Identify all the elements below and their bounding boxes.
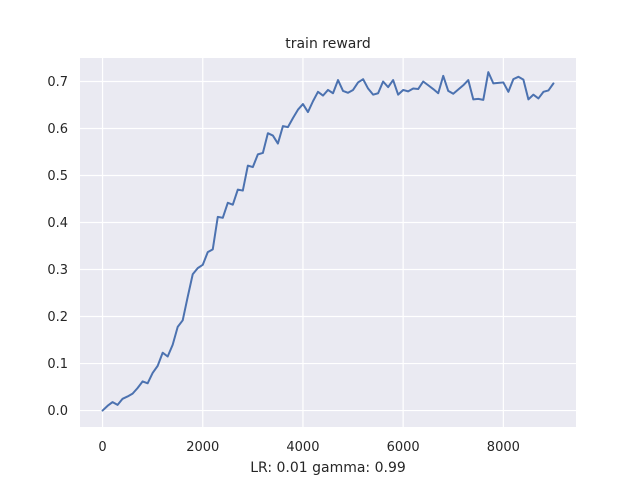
x-tick-label: 4000 bbox=[286, 440, 319, 455]
chart-title: train reward bbox=[285, 36, 371, 52]
y-tick-label: 0.1 bbox=[47, 357, 68, 372]
plot-area bbox=[80, 58, 576, 427]
y-tick-label: 0.7 bbox=[47, 75, 68, 90]
x-axis-label: LR: 0.01 gamma: 0.99 bbox=[250, 460, 406, 476]
series-layer bbox=[101, 71, 555, 412]
y-tick-label: 0.4 bbox=[47, 216, 68, 231]
x-tick-label: 0 bbox=[98, 440, 106, 455]
y-tick-label: 0.2 bbox=[47, 310, 68, 325]
x-tick-label: 2000 bbox=[186, 440, 219, 455]
x-tick-label: 6000 bbox=[387, 440, 420, 455]
tick-labels: 0 2000 4000 6000 8000 0.0 0.1 0.2 0.3 0.4 0.5 0.6 0.… bbox=[47, 75, 520, 455]
y-tick-label: 0.0 bbox=[47, 404, 68, 419]
grid-lines bbox=[80, 58, 576, 427]
y-tick-label: 0.5 bbox=[47, 169, 68, 184]
x-tick-label: 8000 bbox=[487, 440, 520, 455]
y-tick-label: 0.3 bbox=[47, 263, 68, 278]
y-tick-label: 0.6 bbox=[47, 122, 68, 137]
series-line bbox=[101, 71, 555, 412]
